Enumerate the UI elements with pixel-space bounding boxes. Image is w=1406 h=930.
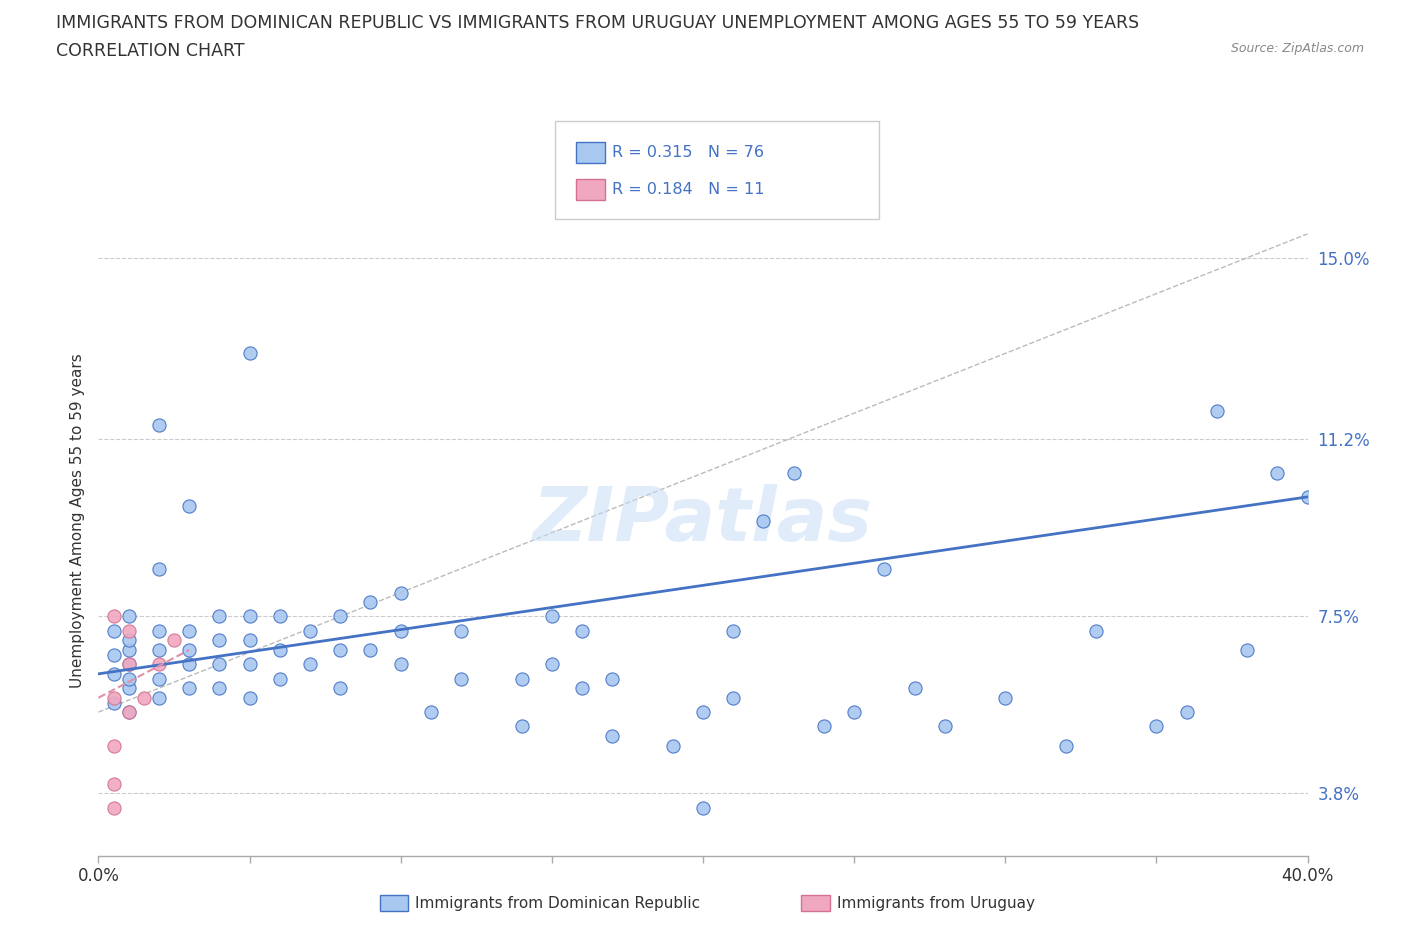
Text: Immigrants from Dominican Republic: Immigrants from Dominican Republic <box>415 896 700 910</box>
Point <box>118 633 141 648</box>
Point <box>208 681 231 696</box>
Point <box>103 690 125 705</box>
Point <box>360 643 382 658</box>
Point <box>1206 404 1229 418</box>
Point <box>177 499 201 514</box>
Point <box>148 418 170 432</box>
Point <box>389 623 412 638</box>
Point <box>540 609 562 624</box>
Point <box>118 609 141 624</box>
Point <box>269 671 291 686</box>
Point <box>269 643 291 658</box>
Point <box>329 643 352 658</box>
Point <box>873 561 896 576</box>
Point <box>782 466 804 481</box>
Text: R = 0.184   N = 11: R = 0.184 N = 11 <box>612 182 763 197</box>
Point <box>1144 719 1167 734</box>
Point <box>103 609 125 624</box>
Point <box>450 671 472 686</box>
Point <box>148 657 170 671</box>
Point <box>752 513 775 528</box>
Point <box>299 623 322 638</box>
Point <box>239 346 262 361</box>
Point <box>118 705 141 720</box>
Point <box>299 657 322 671</box>
Text: Source: ZipAtlas.com: Source: ZipAtlas.com <box>1230 42 1364 55</box>
Point <box>1296 489 1319 504</box>
Point <box>118 623 141 638</box>
Point <box>1236 643 1258 658</box>
Point <box>239 657 262 671</box>
Text: CORRELATION CHART: CORRELATION CHART <box>56 42 245 60</box>
Point <box>602 671 624 686</box>
Point <box>208 633 231 648</box>
Point <box>208 609 231 624</box>
Point <box>389 657 412 671</box>
Point <box>148 643 170 658</box>
Point <box>329 681 352 696</box>
Point <box>692 705 714 720</box>
Point <box>269 609 291 624</box>
Point <box>132 690 155 705</box>
Text: ZIPatlas: ZIPatlas <box>533 485 873 557</box>
Point <box>177 623 201 638</box>
Point <box>844 705 866 720</box>
Point <box>721 623 744 638</box>
Point <box>571 623 593 638</box>
Point <box>103 777 125 791</box>
Point <box>163 633 186 648</box>
Point <box>148 561 170 576</box>
Point <box>360 594 382 609</box>
Point <box>540 657 562 671</box>
Point <box>177 643 201 658</box>
Point <box>450 623 472 638</box>
Point <box>602 728 624 743</box>
Point <box>813 719 835 734</box>
Point <box>118 643 141 658</box>
Point <box>419 705 441 720</box>
Point <box>239 609 262 624</box>
Text: IMMIGRANTS FROM DOMINICAN REPUBLIC VS IMMIGRANTS FROM URUGUAY UNEMPLOYMENT AMONG: IMMIGRANTS FROM DOMINICAN REPUBLIC VS IM… <box>56 14 1139 32</box>
Point <box>118 705 141 720</box>
Point <box>103 623 125 638</box>
Point <box>389 585 412 600</box>
Y-axis label: Unemployment Among Ages 55 to 59 years: Unemployment Among Ages 55 to 59 years <box>69 353 84 688</box>
Point <box>177 657 201 671</box>
Point <box>661 738 683 753</box>
Point <box>1054 738 1077 753</box>
Point <box>239 690 262 705</box>
Point <box>571 681 593 696</box>
Text: R = 0.315   N = 76: R = 0.315 N = 76 <box>612 145 763 160</box>
Point <box>118 657 141 671</box>
Point <box>994 690 1017 705</box>
Point <box>148 671 170 686</box>
Point <box>1265 466 1288 481</box>
Point <box>103 695 125 710</box>
Text: Immigrants from Uruguay: Immigrants from Uruguay <box>837 896 1035 910</box>
Point <box>329 609 352 624</box>
Point <box>103 738 125 753</box>
Point <box>208 657 231 671</box>
Point <box>118 671 141 686</box>
Point <box>239 633 262 648</box>
Point <box>904 681 927 696</box>
Point <box>118 657 141 671</box>
Point <box>103 667 125 682</box>
Point <box>1175 705 1198 720</box>
Point <box>103 647 125 662</box>
Point <box>1085 623 1108 638</box>
Point <box>148 623 170 638</box>
Point <box>177 681 201 696</box>
Point <box>148 690 170 705</box>
Point <box>510 719 533 734</box>
Point <box>103 801 125 816</box>
Point <box>692 801 714 816</box>
Point <box>118 681 141 696</box>
Point <box>721 690 744 705</box>
Point <box>934 719 956 734</box>
Point <box>510 671 533 686</box>
